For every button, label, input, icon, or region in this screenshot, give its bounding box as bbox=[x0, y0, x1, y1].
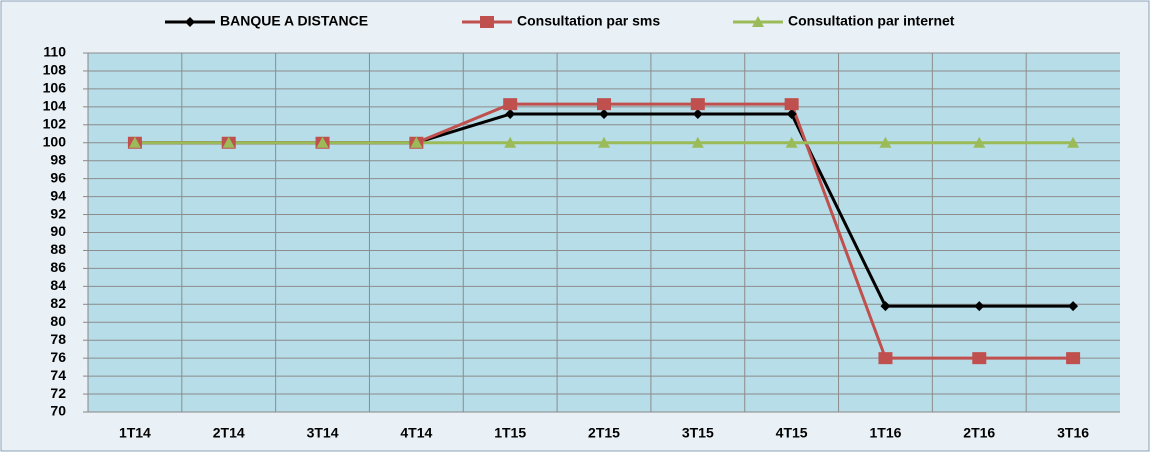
x-tick-label: 1T14 bbox=[119, 425, 151, 441]
y-tick-label: 78 bbox=[50, 331, 66, 347]
legend-label: BANQUE A DISTANCE bbox=[220, 13, 368, 29]
marker bbox=[972, 352, 987, 365]
x-tick-label: 2T14 bbox=[213, 425, 245, 441]
marker bbox=[879, 136, 892, 148]
marker bbox=[974, 301, 985, 312]
y-tick-label: 90 bbox=[50, 223, 66, 239]
marker bbox=[1068, 301, 1079, 312]
y-tick-label: 82 bbox=[50, 295, 66, 311]
marker bbox=[128, 136, 141, 148]
marker bbox=[505, 109, 516, 120]
marker bbox=[597, 98, 611, 111]
x-tick-label: 1T15 bbox=[494, 425, 526, 441]
y-tick-label: 84 bbox=[50, 277, 66, 293]
y-tick-label: 72 bbox=[50, 385, 66, 401]
y-tick-label: 96 bbox=[50, 169, 66, 185]
y-tick-label: 98 bbox=[50, 151, 66, 167]
marker bbox=[691, 136, 704, 148]
marker bbox=[1067, 136, 1080, 148]
legend-label: Consultation par sms bbox=[517, 13, 660, 29]
marker bbox=[1066, 352, 1081, 365]
y-tick-label: 92 bbox=[50, 205, 66, 221]
marker bbox=[504, 136, 517, 148]
y-tick-label: 86 bbox=[50, 259, 66, 275]
marker bbox=[222, 136, 235, 148]
y-tick-label: 70 bbox=[50, 403, 66, 419]
y-tick-label: 94 bbox=[50, 187, 66, 203]
marker bbox=[316, 136, 329, 148]
x-tick-label: 2T16 bbox=[963, 425, 995, 441]
x-tick-label: 3T14 bbox=[307, 425, 339, 441]
marker bbox=[598, 136, 610, 148]
y-tick-label: 106 bbox=[43, 80, 67, 96]
marker bbox=[880, 301, 891, 312]
y-tick-label: 102 bbox=[43, 116, 67, 132]
y-tick-label: 74 bbox=[50, 367, 66, 383]
marker bbox=[480, 16, 494, 28]
y-tick-label: 80 bbox=[50, 313, 66, 329]
marker bbox=[410, 136, 423, 148]
y-tick-label: 76 bbox=[50, 349, 66, 365]
x-tick-label: 3T15 bbox=[682, 425, 714, 441]
y-tick-label: 100 bbox=[43, 133, 67, 149]
y-tick-label: 104 bbox=[43, 98, 67, 114]
x-tick-label: 3T16 bbox=[1057, 425, 1089, 441]
y-tick-label: 110 bbox=[43, 44, 66, 60]
marker bbox=[599, 109, 609, 120]
marker bbox=[786, 109, 797, 120]
marker bbox=[185, 17, 195, 27]
x-tick-label: 4T14 bbox=[400, 425, 432, 441]
marker bbox=[503, 98, 518, 111]
legend-label: Consultation par internet bbox=[788, 13, 955, 29]
marker bbox=[692, 109, 703, 120]
marker bbox=[752, 16, 764, 27]
marker bbox=[878, 352, 893, 365]
marker bbox=[784, 98, 799, 111]
x-tick-label: 2T15 bbox=[588, 425, 620, 441]
marker bbox=[785, 136, 798, 148]
y-tick-label: 108 bbox=[43, 62, 67, 78]
x-tick-label: 1T16 bbox=[869, 425, 901, 441]
x-tick-label: 4T15 bbox=[776, 425, 808, 441]
marker bbox=[690, 98, 705, 111]
y-tick-label: 88 bbox=[50, 241, 66, 257]
marker bbox=[973, 136, 986, 148]
